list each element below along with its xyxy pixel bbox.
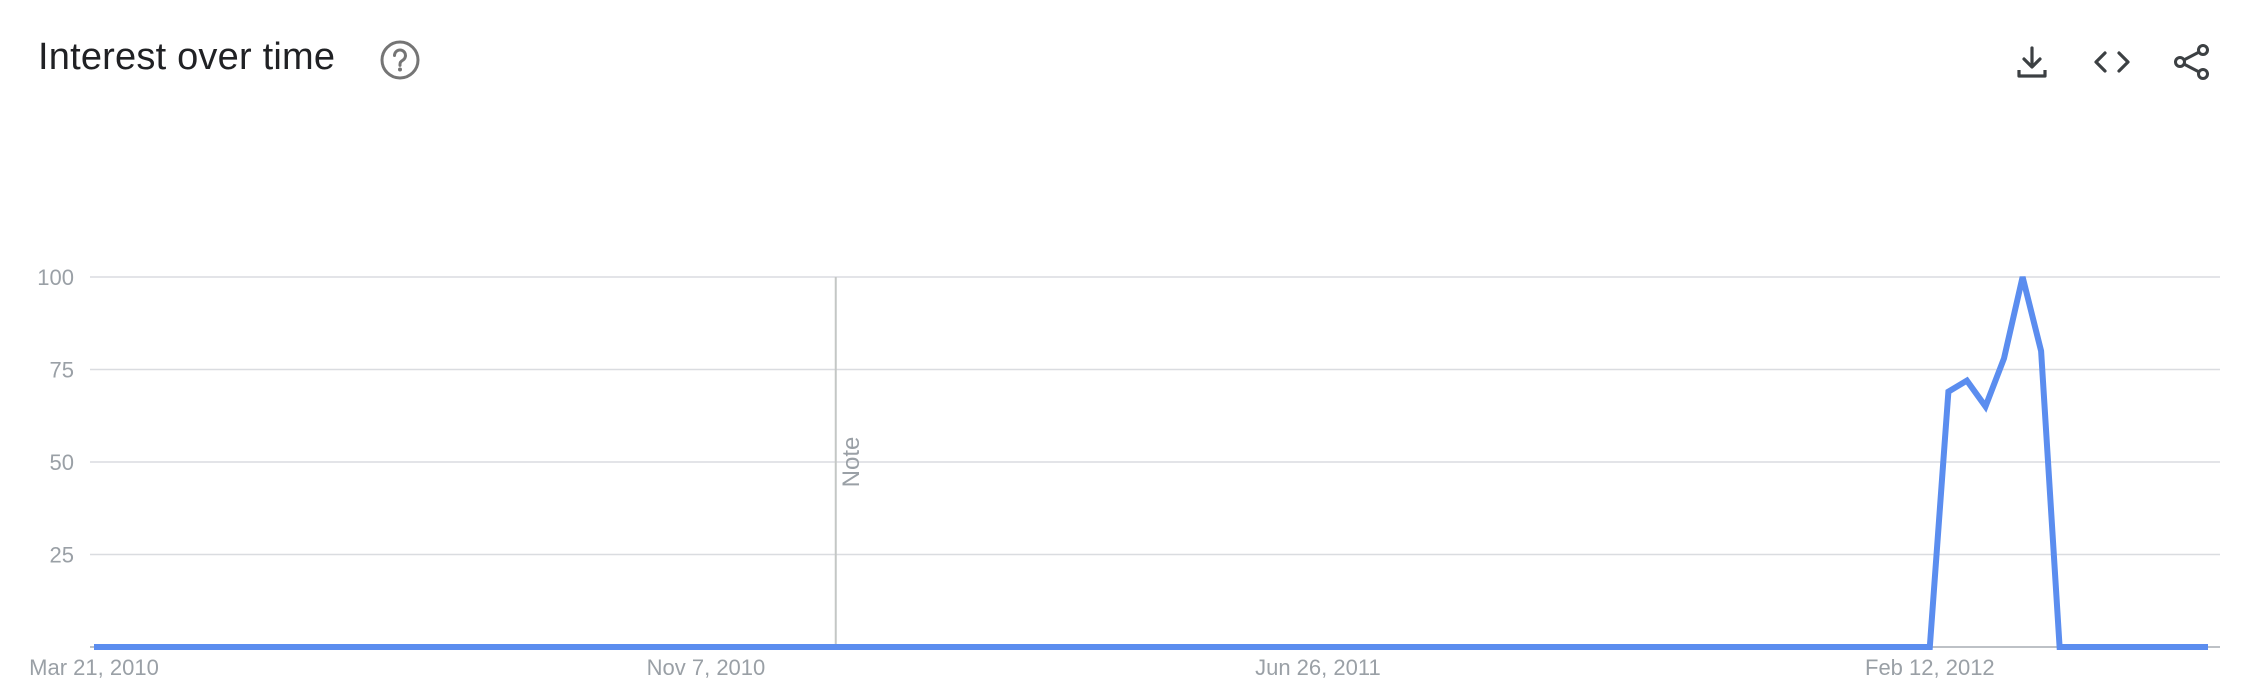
series-line-0	[94, 276, 2208, 650]
x-tick-label-1: Nov 7, 2010	[647, 655, 766, 680]
help-circle-icon[interactable]	[378, 38, 422, 82]
x-tick-label-3: Feb 12, 2012	[1865, 655, 1995, 680]
share-icon	[2174, 44, 2209, 80]
y-tick-label-100: 100	[37, 265, 74, 290]
share-button[interactable]	[2170, 40, 2214, 84]
x-tick-label-0: Mar 21, 2010	[29, 655, 159, 680]
download-button[interactable]	[2010, 40, 2054, 84]
embed-button[interactable]	[2090, 40, 2134, 84]
y-tick-label-75: 75	[50, 358, 74, 383]
chart-header: Interest over time	[0, 0, 2248, 130]
download-icon	[2017, 46, 2047, 78]
code-icon	[2094, 51, 2130, 73]
annotation-label-0: Note	[838, 437, 865, 488]
chart-title: Interest over time	[38, 36, 336, 78]
x-tick-label-2: Jun 26, 2011	[1255, 655, 1381, 680]
y-tick-label-50: 50	[50, 450, 74, 475]
y-tick-label-25: 25	[50, 543, 74, 568]
